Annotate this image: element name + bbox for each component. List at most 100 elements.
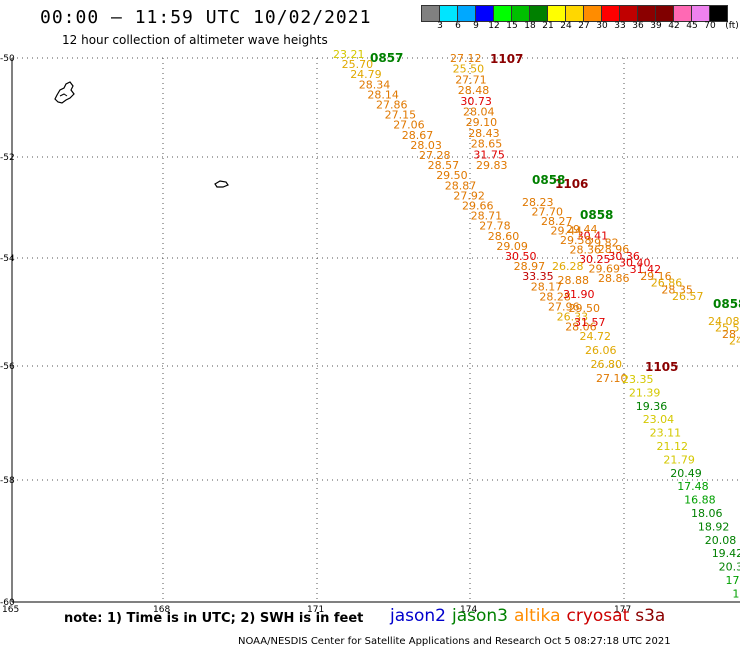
colorbar-swatch (709, 5, 728, 22)
track-t1: 23.2125.7024.7928.3428.1427.8627.1527.06… (333, 48, 597, 334)
colorbar-tick-label: 15 (506, 21, 518, 31)
wave-height-colorbar (421, 5, 728, 22)
satellite-legend-altika: altika (514, 606, 561, 626)
wave-height-label: 29.44 (551, 225, 583, 238)
wave-height-label: 29.66 (462, 200, 494, 213)
wave-height-label: 21.39 (629, 386, 661, 399)
wave-height-label: 28.87 (445, 179, 477, 192)
wave-height-label: 27.71 (455, 73, 487, 86)
wave-height-label: 29.58 (560, 234, 592, 247)
wave-height-label: 19.42 (712, 547, 740, 560)
wave-height-label: 26.57 (672, 290, 704, 303)
wave-height-label: 21.12 (657, 440, 689, 453)
wave-height-label: 30.40 (619, 257, 651, 270)
wave-height-label: 29.83 (476, 159, 508, 172)
wave-height-label: 29.50 (569, 302, 601, 315)
wave-height-label: 28.71 (471, 210, 503, 223)
track-t2: 27.1225.5027.7128.4830.7328.0429.1028.43… (450, 52, 523, 172)
wave-height-label: 23.35 (622, 373, 654, 386)
wave-height-label: 28.48 (458, 84, 490, 97)
wave-height-label: 18.06 (691, 507, 723, 520)
wave-height-label: 25.50 (453, 63, 485, 76)
wave-height-label: 26.80 (591, 358, 623, 371)
wave-height-label: 28.35 (661, 283, 693, 296)
pass-time-label: 0858 (580, 208, 613, 222)
colorbar-tick-label: 42 (668, 21, 680, 31)
colorbar-tick-label: 18 (524, 21, 536, 31)
wave-height-label: 28.27 (541, 215, 573, 228)
pass-time-label: 1105 (645, 360, 678, 374)
wave-height-label: 28.36 (570, 244, 602, 257)
wave-height-label: 33.35 (522, 270, 554, 283)
wave-height-label: 28.57 (428, 159, 460, 172)
longitude-label: 174 (460, 605, 477, 615)
wave-height-label: 20.08 (705, 534, 737, 547)
colorbar-tick-label: 24 (560, 21, 572, 31)
lat-lon-grid (12, 57, 740, 602)
longitude-label: 168 (153, 605, 170, 615)
colorbar-tick-label: 45 (686, 21, 698, 31)
wave-height-label: 26.28 (552, 260, 584, 273)
satellite-legend-jason3: jason3 (452, 606, 508, 626)
wave-height-label: 31.57 (574, 316, 606, 329)
pass-time-label: 1106 (555, 177, 588, 191)
wave-height-label: 30.73 (460, 95, 492, 108)
colorbar-tick-label: 30 (596, 21, 608, 31)
colorbar-tick-label: 70 (704, 21, 716, 31)
colorbar-tick-label: 39 (650, 21, 662, 31)
wave-height-label: 17.48 (677, 480, 709, 493)
wave-height-label: 31.75 (473, 148, 505, 161)
colorbar-units: (ft) (725, 21, 739, 31)
wave-height-label: 29.82 (587, 236, 619, 249)
pass-time-label: 0858 (713, 297, 740, 311)
credit-line: NOAA/NESDIS Center for Satellite Applica… (238, 636, 671, 647)
latitude-label: -54 (0, 254, 15, 264)
wave-height-label: 27.10 (596, 372, 628, 385)
wave-height-label: 29.16 (640, 270, 672, 283)
pass-time-label: 1107 (490, 52, 523, 66)
wave-height-label: 23.21 (333, 48, 365, 61)
wave-height-label: 28.04 (463, 106, 495, 119)
colorbar-tick-label: 6 (455, 21, 461, 31)
wave-height-label: 28.96 (598, 243, 630, 256)
track-t5: 26.2828.8831.9029.5031.5724.7226.0626.80… (532, 173, 628, 385)
latitude-label: -50 (0, 54, 15, 64)
wave-height-label: 27.92 (453, 189, 485, 202)
wave-height-label: 29.50 (436, 169, 468, 182)
map-subtitle: 12 hour collection of altimeter wave hei… (62, 33, 328, 47)
wave-height-label: 27.70 (532, 206, 564, 219)
wave-height-label: 23.11 (650, 427, 682, 440)
wave-height-label: 28.60 (488, 230, 520, 243)
wave-height-label: 24.79 (350, 68, 382, 81)
wave-height-label: 30.36 (608, 250, 640, 263)
wave-height-label: 24.32 (729, 335, 740, 348)
wave-height-label: 21.79 (663, 453, 695, 466)
wave-height-label: 30.50 (505, 250, 537, 263)
wave-height-label: 29.44 (566, 223, 598, 236)
wave-height-label: 28.14 (367, 88, 399, 101)
pass-time-label: 0858 (532, 173, 565, 187)
wave-height-label: 26.86 (651, 277, 683, 290)
satellite-legend-cryosat: cryosat (566, 606, 630, 626)
wave-height-label: 24.72 (580, 330, 612, 343)
wave-height-label: 31.90 (563, 288, 595, 301)
wave-height-label: 20.49 (670, 467, 702, 480)
wave-height-label: 25.70 (342, 58, 374, 71)
wave-height-label: 27.28 (419, 149, 451, 162)
track-t6: 23.3521.3919.3623.0423.1121.1221.7920.49… (622, 360, 740, 600)
wave-height-label: 25.56 (715, 322, 740, 335)
satellite-legend-s3a: s3a (635, 606, 666, 626)
note-text: note: 1) Time is in UTC; 2) SWH is in fe… (64, 611, 364, 626)
wave-height-label: 29.69 (589, 263, 621, 276)
colorbar-tick-label: 12 (488, 21, 500, 31)
wave-height-label: 28.17 (722, 328, 740, 341)
colorbar-tick-label: 3 (437, 21, 443, 31)
wave-height-label: 19.36 (636, 400, 668, 413)
colorbar-tick-label: 33 (614, 21, 626, 31)
wave-height-label: 28.28 (539, 290, 571, 303)
track-t3: 29.4430.4129.8228.9630.3630.4031.4229.16… (566, 208, 704, 303)
wave-height-label: 26.33 (557, 311, 589, 324)
